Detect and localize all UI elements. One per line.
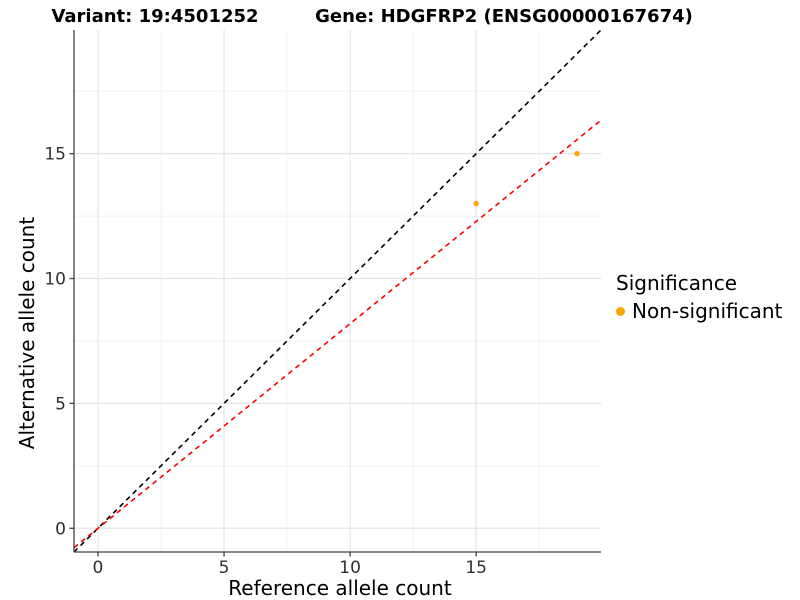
x-tick-label: 5 <box>219 558 230 578</box>
y-tick-label: 5 <box>55 394 66 414</box>
legend-title: Significance <box>616 271 738 295</box>
legend: Significance Non-significant <box>616 271 782 323</box>
x-axis-label: Reference allele count <box>228 576 452 600</box>
y-tick-label: 15 <box>44 145 66 165</box>
y-axis-label: Alternative allele count <box>15 216 39 450</box>
legend-point-icon <box>616 306 625 316</box>
x-tick-label: 0 <box>93 558 104 578</box>
plot-title-gene: Gene: HDGFRP2 (ENSG00000167674) <box>315 6 693 27</box>
y-tick-label: 10 <box>44 270 66 290</box>
reference-line-identity <box>74 30 601 552</box>
y-tick-label: 0 <box>55 519 66 539</box>
data-point <box>473 200 479 207</box>
legend-item-label: Non-significant <box>632 299 783 323</box>
legend-item: Non-significant <box>616 299 782 323</box>
reference-line-fit <box>74 119 601 549</box>
x-tick-label: 10 <box>339 558 361 578</box>
plot-title-variant: Variant: 19:4501252 <box>51 6 259 27</box>
x-tick-label: 15 <box>465 558 487 578</box>
data-point <box>574 150 580 157</box>
